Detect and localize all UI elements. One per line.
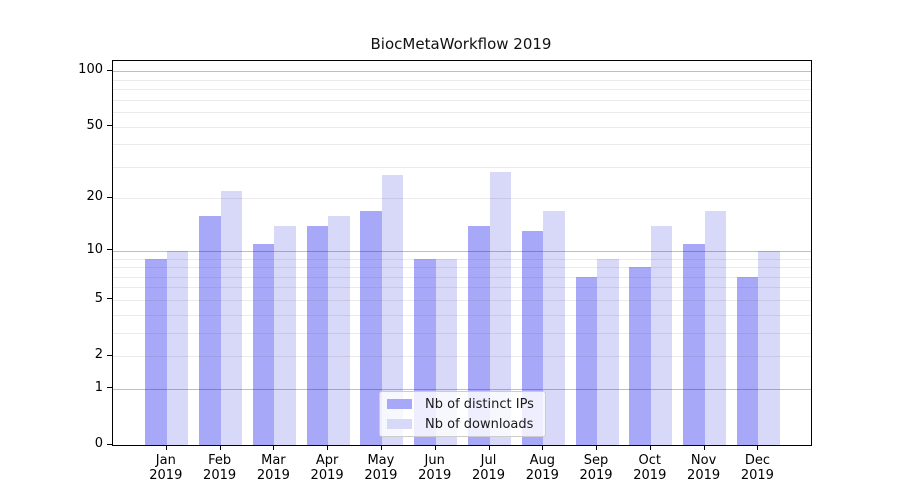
y-tick-label-100: 100 [78,62,103,78]
plot-area: Nb of distinct IPs Nb of downloads [112,60,812,446]
x-tick-label-oct: Oct 2019 [633,453,667,483]
gridline-90 [113,79,811,81]
gridline-6 [113,287,811,289]
gridline-100 [113,71,811,73]
y-tick-mark [107,249,112,251]
x-tick-mark [596,445,597,450]
y-tick-label-20: 20 [86,189,103,205]
bar-ips-may [360,210,382,445]
y-tick-mark [107,196,112,198]
legend: Nb of distinct IPs Nb of downloads [379,391,546,437]
bar-downloads-dec [758,250,780,445]
gridline-9 [113,258,811,260]
bar-ips-nov [683,243,705,445]
x-tick-mark [273,445,275,450]
gridline-30 [113,166,811,168]
gridline-1 [113,388,811,390]
y-tick-mark [107,443,112,445]
gridline-80 [113,89,811,91]
x-tick-mark [649,445,651,450]
x-tick-mark [757,445,759,450]
gridline-70 [113,99,811,101]
bar-ips-jan [145,258,167,445]
y-tick-mark [107,354,112,356]
bar-downloads-sep [597,258,619,445]
bar-ips-apr [306,225,329,445]
bar-downloads-aug [543,210,565,445]
x-tick-label-aug: Aug 2019 [525,453,559,483]
x-tick-mark [380,445,382,450]
bar-downloads-mar [274,225,296,445]
y-tick-label-10: 10 [86,241,103,257]
bar-downloads-nov [704,210,727,445]
x-tick-mark [219,445,221,450]
legend-swatch-distinct-ips [387,399,412,409]
bar-ips-jul [468,225,490,445]
x-tick-label-may: May 2019 [364,453,398,483]
legend-swatch-downloads [387,419,412,429]
x-tick-label-jan: Jan 2019 [149,453,183,483]
bar-downloads-jan [166,250,189,445]
gridline-60 [113,112,811,113]
legend-item-distinct-ips: Nb of distinct IPs [387,397,545,412]
bar-ips-feb [199,215,221,445]
y-tick-mark [107,125,112,126]
gridline-50 [113,126,811,128]
gridline-2 [113,356,811,357]
bar-downloads-jul [489,172,511,445]
x-tick-label-jun: Jun 2019 [418,453,452,483]
legend-label-distinct-ips: Nb of distinct IPs [425,396,534,412]
x-tick-mark [327,445,329,450]
gridline-3 [113,332,811,334]
x-tick-mark [703,445,705,450]
x-tick-label-feb: Feb 2019 [203,453,237,483]
bar-downloads-apr [328,215,350,445]
gridline-5 [113,299,811,301]
gridline-8 [113,267,811,268]
y-tick-mark [107,298,112,300]
gridline-4 [113,314,811,316]
x-tick-label-dec: Dec 2019 [740,453,774,483]
bar-ips-dec [736,276,759,445]
bar-downloads-may [381,175,404,445]
x-tick-label-sep: Sep 2019 [579,453,613,483]
y-tick-label-1: 1 [94,379,103,395]
bar-ips-mar [252,243,275,445]
y-tick-mark [107,387,112,389]
gridline-10 [113,250,811,252]
x-tick-mark [165,445,167,450]
legend-label-downloads: Nb of downloads [425,416,534,432]
y-tick-label-0: 0 [94,436,103,451]
gridline-20 [113,198,811,200]
y-tick-label-2: 2 [94,347,103,362]
bar-ips-oct [629,267,651,445]
bar-downloads-feb [220,191,243,445]
x-tick-label-jul: Jul 2019 [471,453,506,483]
x-tick-mark [434,445,436,450]
chart-title: BiocMetaWorkflow 2019 [370,35,552,53]
x-tick-label-mar: Mar 2019 [256,453,290,483]
y-tick-label-5: 5 [94,290,103,306]
gridline-40 [113,144,811,146]
x-tick-label-apr: Apr 2019 [310,453,344,483]
gridline-7 [113,276,811,278]
x-tick-mark [488,445,490,450]
y-tick-label-50: 50 [86,117,103,133]
x-tick-mark [542,445,544,450]
x-tick-label-nov: Nov 2019 [687,453,721,483]
bar-ips-sep [575,276,597,445]
bar-downloads-oct [650,225,673,445]
y-tick-mark [107,69,112,71]
legend-item-downloads: Nb of downloads [387,417,545,432]
